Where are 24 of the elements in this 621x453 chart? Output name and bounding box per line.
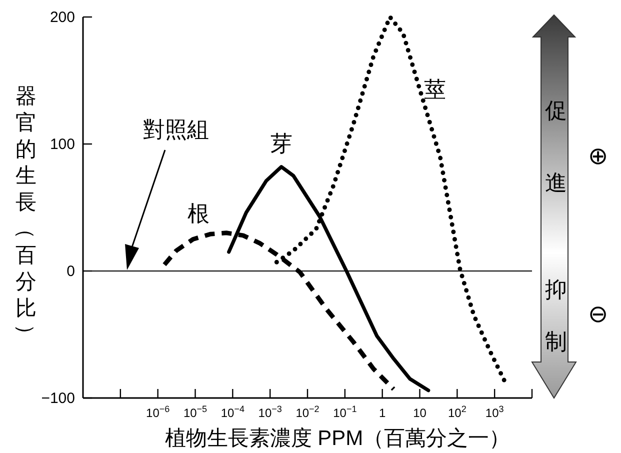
x-tick-label: 1: [378, 406, 386, 420]
series-label: 根: [187, 200, 210, 226]
x-tick-label: 10$^{−5}$: [183, 404, 208, 420]
series-label: 芽: [270, 130, 292, 156]
y-tick-label: 200: [50, 9, 75, 26]
x-tick-label: 10: [413, 406, 427, 420]
text: ⊖: [588, 301, 608, 328]
text: 抑制: [545, 277, 567, 354]
x-tick-label: 10$^{−6}$: [146, 404, 170, 420]
x-tick-label: 10$^{−1}$: [333, 404, 357, 420]
x-tick-label: 10$^{−3}$: [258, 404, 282, 420]
text: 促進: [545, 98, 567, 195]
x-tick-label: 10$^{3}$: [485, 404, 504, 420]
x-tick-label: 10$^{−4}$: [220, 404, 244, 420]
y-tick-label: 0: [66, 263, 75, 280]
x-tick-label: 10$^{−2}$: [296, 404, 320, 420]
annotation: 對照組: [143, 117, 209, 142]
text: ⊕: [588, 143, 608, 170]
series-label: 莖: [424, 77, 446, 102]
y-tick-label: 100: [50, 136, 75, 153]
y-axis-title: 器官的生長（百分比）: [14, 85, 37, 345]
x-axis-title: 植物生長素濃度 PPM（百萬分之一）: [164, 427, 510, 450]
x-tick-label: 10$^{2}$: [448, 404, 466, 420]
y-tick-label: −100: [41, 390, 75, 407]
